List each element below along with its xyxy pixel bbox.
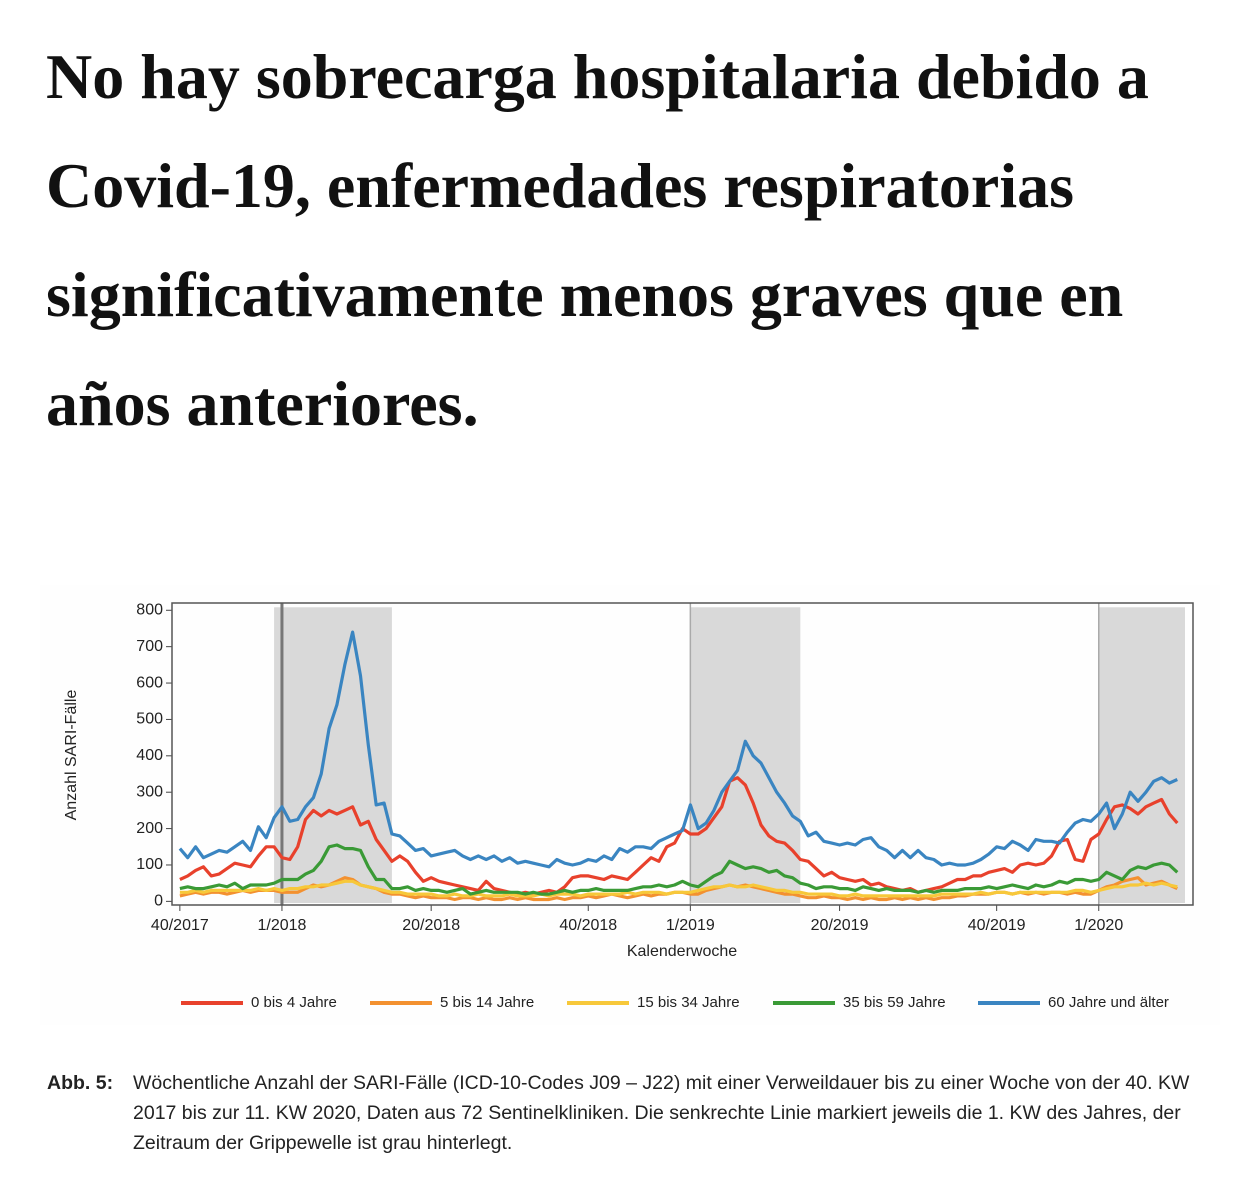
y-tick-label: 0 xyxy=(154,893,163,910)
series-line xyxy=(179,843,1179,896)
x-tick-label: 1/2020 xyxy=(1074,917,1123,934)
x-tick-label: 20/2018 xyxy=(402,917,460,934)
series-line xyxy=(179,776,1179,896)
flu-season-shade xyxy=(690,607,801,903)
plot-frame xyxy=(171,602,1194,906)
y-axis-label: Anzahl SARI-Fälle xyxy=(63,690,80,821)
legend-label: 15 bis 34 Jahre xyxy=(637,994,740,1011)
y-tick-label: 400 xyxy=(136,747,163,764)
y-tick-label: 100 xyxy=(136,856,163,873)
y-tick-label: 600 xyxy=(136,674,163,691)
legend-label: 35 bis 59 Jahre xyxy=(843,994,946,1011)
x-axis-label: Kalenderwoche xyxy=(627,943,737,960)
series-line xyxy=(178,630,1178,869)
headline: No hay sobrecarga hospitalaria debido a … xyxy=(46,41,1149,439)
y-tick-label: 700 xyxy=(136,638,163,655)
x-tick-label: 1/2019 xyxy=(666,917,715,934)
x-tick-label: 1/2018 xyxy=(257,917,306,934)
legend-label: 5 bis 14 Jahre xyxy=(440,994,534,1011)
x-tick-label: 40/2019 xyxy=(968,917,1026,934)
y-tick-label: 500 xyxy=(136,711,163,728)
chart: Anzahl SARI-Fälle Kalenderwoche 0 100 200 3… xyxy=(40,585,1220,1025)
x-tick-label: 40/2017 xyxy=(151,917,209,934)
chart-background xyxy=(40,585,1220,1025)
legend-label: 0 bis 4 Jahre xyxy=(251,994,337,1011)
y-tick-label: 200 xyxy=(136,820,163,837)
caption: Abb. 5: Wöchentliche Anzahl der SARI-Fäll… xyxy=(47,1068,1207,1158)
y-tick-label: 300 xyxy=(136,783,163,800)
flu-season-shade xyxy=(1098,607,1185,903)
legend-label: 60 Jahre und älter xyxy=(1048,994,1169,1011)
series-line xyxy=(179,879,1178,898)
caption-label: Abb. 5: xyxy=(47,1072,114,1094)
x-tick-label: 20/2019 xyxy=(811,917,869,934)
y-tick-label: 800 xyxy=(136,601,163,618)
caption-text: Wöchentliche Anzahl der SARI-Fälle (ICD-… xyxy=(133,1072,1190,1154)
x-tick-label: 40/2018 xyxy=(559,917,617,934)
